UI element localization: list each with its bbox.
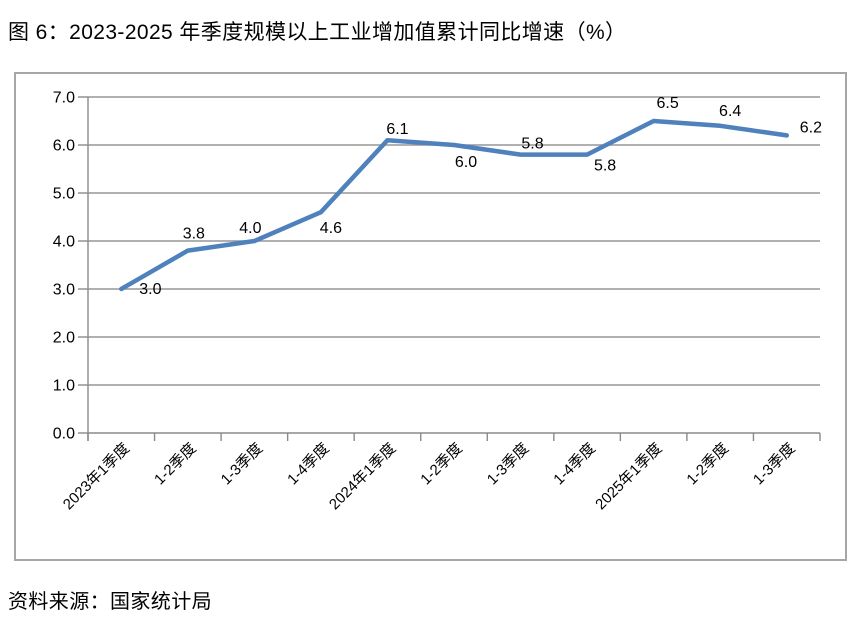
figure-title: 图 6：2023-2025 年季度规模以上工业增加值累计同比增速（%）	[8, 21, 627, 44]
data-label: 6.0	[455, 154, 477, 171]
y-tick-label: 6.0	[53, 138, 75, 155]
data-label: 4.6	[320, 220, 342, 237]
data-label: 4.0	[239, 220, 261, 237]
data-label: 3.0	[139, 281, 161, 298]
y-tick-label: 2.0	[53, 330, 75, 347]
y-tick-label: 1.0	[53, 378, 75, 395]
x-tick-label: 2025年1季度	[592, 440, 665, 513]
x-tick-label: 1-2季度	[683, 440, 732, 489]
x-tick-label: 1-3季度	[218, 440, 267, 489]
series-line	[119, 118, 789, 292]
source-note: 资料来源：国家统计局	[8, 591, 212, 613]
line-chart: 0.0 1.0 2.0 3.0 4.0 5.0 6.0 7.0 2023年1季度 1-2季度 1-3…	[53, 90, 822, 514]
x-tick-label: 1-2季度	[417, 440, 466, 489]
data-label: 6.4	[719, 103, 741, 120]
x-tick-label: 2023年1季度	[60, 440, 133, 513]
x-tick-label: 1-3季度	[750, 440, 799, 489]
y-tick-label: 3.0	[53, 282, 75, 299]
chart-frame: 0.0 1.0 2.0 3.0 4.0 5.0 6.0 7.0 2023年1季度 1-2季度 1-3…	[14, 72, 847, 561]
data-label: 3.8	[183, 226, 205, 243]
x-tick-label: 1-4季度	[550, 440, 599, 489]
data-label: 6.5	[657, 95, 679, 112]
x-tick-label: 1-4季度	[284, 440, 333, 489]
x-tick-label: 1-2季度	[151, 440, 200, 489]
data-label: 5.8	[521, 136, 543, 153]
data-label: 6.1	[386, 121, 408, 138]
data-label: 6.2	[800, 119, 822, 136]
y-tick-label: 4.0	[53, 234, 75, 251]
data-label: 5.8	[594, 158, 616, 175]
y-tick-label: 0.0	[53, 426, 75, 443]
y-tick-label: 5.0	[53, 186, 75, 203]
x-tick-label: 1-3季度	[484, 440, 533, 489]
x-tick-label: 2024年1季度	[326, 440, 399, 513]
y-tick-label: 7.0	[53, 90, 75, 107]
